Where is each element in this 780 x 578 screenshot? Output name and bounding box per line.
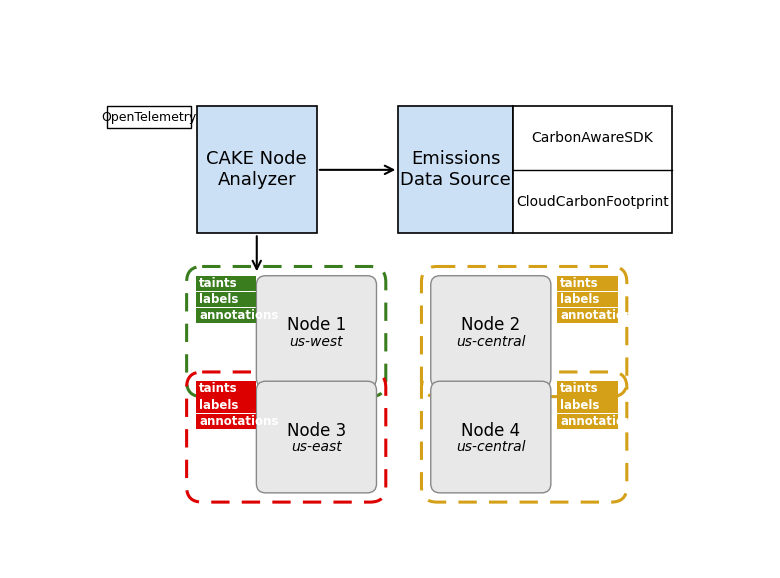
Text: annotations: annotations	[199, 415, 278, 428]
Text: Node 3: Node 3	[287, 422, 346, 440]
Text: annotations: annotations	[199, 309, 278, 323]
Text: labels: labels	[199, 399, 239, 412]
Text: Node 1: Node 1	[287, 316, 346, 335]
Text: taints: taints	[560, 383, 599, 395]
Bar	[557, 276, 618, 291]
Bar	[196, 398, 257, 413]
Bar	[557, 308, 618, 324]
Text: annotations: annotations	[560, 309, 640, 323]
Text: us-central: us-central	[456, 335, 526, 349]
Text: CAKE Node
Analyzer: CAKE Node Analyzer	[207, 150, 307, 189]
Bar	[196, 413, 257, 429]
Text: taints: taints	[199, 277, 238, 290]
Text: labels: labels	[560, 293, 600, 306]
Bar	[196, 276, 257, 291]
Text: OpenTelemetry: OpenTelemetry	[101, 110, 197, 124]
Text: labels: labels	[199, 293, 239, 306]
Bar	[196, 381, 257, 397]
Bar	[399, 106, 513, 234]
Text: annotations: annotations	[560, 415, 640, 428]
Text: taints: taints	[199, 383, 238, 395]
Text: CarbonAwareSDK: CarbonAwareSDK	[531, 131, 653, 145]
Text: us-west: us-west	[289, 335, 343, 349]
Bar	[197, 106, 317, 234]
Bar	[557, 398, 618, 413]
FancyBboxPatch shape	[431, 381, 551, 493]
Bar	[557, 413, 618, 429]
Text: us-east: us-east	[291, 440, 342, 454]
Bar	[196, 292, 257, 307]
Text: Emissions
Data Source: Emissions Data Source	[400, 150, 511, 189]
Text: taints: taints	[560, 277, 599, 290]
Bar	[196, 308, 257, 324]
Bar	[557, 381, 618, 397]
Text: labels: labels	[560, 399, 600, 412]
FancyBboxPatch shape	[257, 381, 377, 493]
Bar	[557, 292, 618, 307]
Bar	[107, 106, 190, 128]
Text: Node 2: Node 2	[461, 316, 520, 335]
Text: Node 4: Node 4	[461, 422, 520, 440]
Text: us-central: us-central	[456, 440, 526, 454]
FancyBboxPatch shape	[431, 276, 551, 387]
Bar	[513, 106, 672, 234]
FancyBboxPatch shape	[257, 276, 377, 387]
Text: CloudCarbonFootprint: CloudCarbonFootprint	[516, 195, 668, 209]
